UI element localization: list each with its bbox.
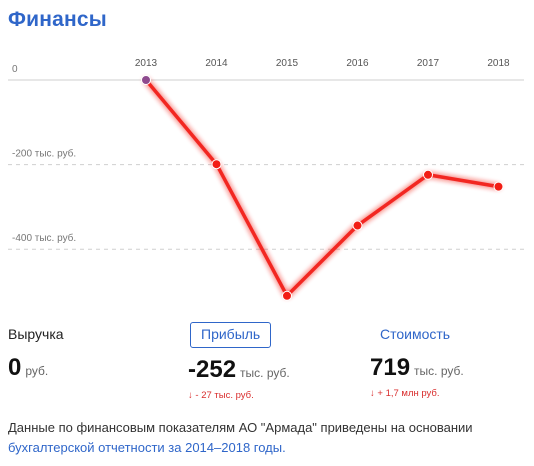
data-point-2015 <box>282 290 292 301</box>
x-tick-label-2015: 2015 <box>276 58 299 69</box>
profit-line-chart: 0 -200 тыс. руб. -400 тыс. руб. 2013 2014 201… <box>8 58 524 301</box>
y-tick-label: 0 <box>12 64 18 75</box>
data-source-note: Данные по финансовым показателям АО "Арм… <box>8 418 523 458</box>
metric-profit-unit: тыс. руб. <box>240 366 290 380</box>
metric-value[interactable]: Стоимость 719 тыс. руб. ↓ + 1,7 млн руб. <box>370 322 534 399</box>
metric-revenue-unit: руб. <box>25 364 49 378</box>
metric-revenue-label[interactable]: Выручка <box>8 326 64 342</box>
metric-value-delta: ↓ + 1,7 млн руб. <box>370 388 440 399</box>
metric-revenue[interactable]: Выручка 0 руб. <box>8 322 178 382</box>
metric-profit-tab[interactable]: Прибыль <box>190 322 272 348</box>
metric-value-unit: тыс. руб. <box>414 364 464 378</box>
metric-profit-delta: ↓ - 27 тыс. руб. <box>188 390 254 401</box>
financial-statements-link[interactable]: бухгалтерской отчетности за 2014–2018 го… <box>8 440 286 455</box>
data-point-2018 <box>493 181 504 192</box>
metric-value-tab[interactable]: Стоимость <box>380 326 451 342</box>
x-tick-label-2018: 2018 <box>487 58 510 69</box>
metric-profit-value: -252 <box>188 356 237 383</box>
y-tick-label: -200 тыс. руб. <box>12 148 76 160</box>
data-point-2016 <box>352 220 363 231</box>
metric-revenue-value: 0 <box>8 354 22 381</box>
y-tick-label: -400 тыс. руб. <box>12 232 76 244</box>
x-tick-label-2014: 2014 <box>205 58 228 69</box>
x-tick-label-2017: 2017 <box>417 58 440 69</box>
data-source-text: Данные по финансовым показателям АО "Арм… <box>8 420 473 435</box>
metric-value-value: 719 <box>370 354 411 381</box>
data-point-2014 <box>211 159 222 170</box>
profit-series-line <box>144 78 501 298</box>
data-point-2017 <box>423 169 433 180</box>
section-title: Финансы <box>8 8 107 31</box>
metric-profit[interactable]: Прибыль -252 тыс. руб. ↓ - 27 тыс. руб. <box>188 322 358 401</box>
x-tick-label-2016: 2016 <box>346 58 369 69</box>
x-tick-label-2013: 2013 <box>135 58 158 69</box>
data-point-2013 <box>141 75 151 85</box>
